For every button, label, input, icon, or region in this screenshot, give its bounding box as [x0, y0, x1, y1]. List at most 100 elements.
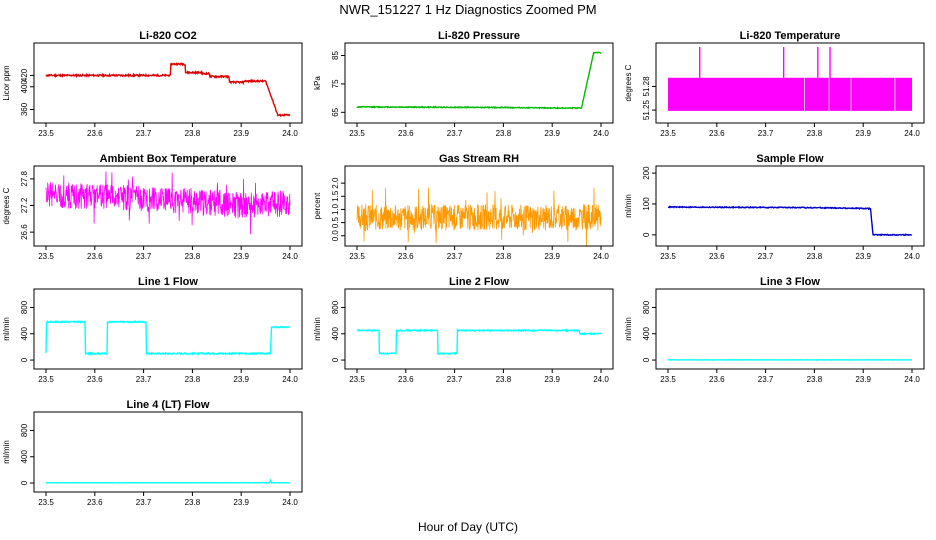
y-tick-label: 400 — [642, 327, 651, 341]
x-tick-label: 23.6 — [87, 129, 103, 138]
panel-title: Line 2 Flow — [449, 276, 509, 288]
y-axis-label: percent — [313, 192, 322, 219]
x-tick-label: 23.9 — [544, 375, 560, 384]
y-tick-label: 0 — [642, 232, 651, 237]
x-tick-label: 23.6 — [87, 252, 103, 261]
panel-9: Line 3 Flow 23.5 23.6 23.7 23.8 23.9 24.0 0 400 8… — [624, 276, 925, 384]
x-tick-label: 23.8 — [185, 129, 201, 138]
x-tick-label: 24.0 — [904, 252, 920, 261]
panel-title: Li-820 Temperature — [740, 30, 841, 42]
x-tick-label: 24.0 — [593, 129, 609, 138]
x-tick-label: 23.8 — [807, 252, 823, 261]
y-tick-label: 800 — [20, 423, 29, 437]
x-tick-label: 24.0 — [282, 375, 298, 384]
x-tick-label: 23.5 — [349, 252, 365, 261]
x-tick-label: 23.5 — [38, 375, 54, 384]
plot-frame — [655, 165, 925, 247]
y-tick-label: 400 — [20, 327, 29, 341]
y-tick-label: 400 — [20, 450, 29, 464]
y-tick-label: 100 — [642, 197, 651, 211]
y-axis-label: ml/min — [624, 317, 633, 341]
x-tick-label: 23.5 — [660, 252, 676, 261]
y-tick-label: 0.5 — [331, 216, 340, 228]
panel-10: Line 4 (LT) Flow 23.5 23.6 23.7 23.8 23.9 24.0… — [2, 399, 303, 507]
panel-6: Sample Flow 23.5 23.6 23.7 23.8 23.9 24.0 0 100 2… — [624, 153, 925, 261]
plot-frame — [655, 42, 925, 124]
y-axis-label: ml/min — [624, 194, 633, 218]
x-tick-label: 23.5 — [349, 375, 365, 384]
panel-5: Gas Stream RH 23.5 23.6 23.7 23.8 23.9 24.0 0.0… — [313, 153, 614, 261]
y-tick-label: 0 — [331, 357, 340, 362]
plot-frame — [344, 42, 614, 124]
y-tick-label: 420 — [20, 68, 29, 82]
x-tick-label: 24.0 — [904, 129, 920, 138]
y-tick-label: 1.5 — [331, 190, 340, 202]
x-tick-label: 23.8 — [496, 252, 512, 261]
y-tick-label: 0 — [20, 480, 29, 485]
panel-7: Line 1 Flow 23.5 23.6 23.7 23.8 23.9 24.0 0 400 8… — [2, 276, 303, 384]
x-tick-label: 23.9 — [233, 498, 249, 507]
x-tick-label: 24.0 — [593, 252, 609, 261]
y-tick-label: 85 — [331, 51, 340, 60]
x-tick-label: 24.0 — [282, 252, 298, 261]
y-tick-label: 51.25 — [642, 100, 651, 121]
y-tick-label: 0 — [642, 357, 651, 362]
plot-frame — [33, 288, 303, 370]
y-tick-label: 200 — [642, 166, 651, 180]
plot-frame — [33, 42, 303, 124]
x-tick-label: 23.8 — [185, 252, 201, 261]
panel-title: Line 1 Flow — [138, 276, 198, 288]
x-tick-label: 23.9 — [233, 375, 249, 384]
x-tick-label: 23.5 — [660, 375, 676, 384]
y-axis-label: degrees C — [624, 64, 633, 101]
y-axis-label: degrees C — [2, 187, 11, 224]
series-line — [45, 61, 291, 117]
x-tick-label: 23.6 — [709, 252, 725, 261]
x-tick-label: 23.9 — [855, 375, 871, 384]
x-tick-label: 23.6 — [398, 252, 414, 261]
x-tick-label: 23.7 — [758, 375, 774, 384]
x-tick-label: 23.6 — [398, 129, 414, 138]
y-tick-label: 27.8 — [20, 171, 29, 187]
plot-frame — [33, 411, 303, 493]
series-band — [668, 77, 912, 111]
y-tick-label: 800 — [20, 300, 29, 314]
x-tick-label: 23.8 — [807, 375, 823, 384]
panels: Li-820 CO2 23.5 23.6 23.7 23.8 23.9 24.0 360 400… — [2, 30, 925, 507]
y-axis-label: ml/min — [313, 317, 322, 341]
x-tick-label: 24.0 — [904, 375, 920, 384]
x-tick-label: 23.5 — [349, 129, 365, 138]
y-axis-label: ml/min — [2, 440, 11, 464]
y-tick-label: 360 — [20, 102, 29, 116]
x-tick-label: 23.7 — [447, 375, 463, 384]
y-tick-label: 0 — [20, 357, 29, 362]
y-axis-label: Licor ppm — [2, 65, 11, 100]
x-tick-label: 23.7 — [136, 498, 152, 507]
x-tick-label: 23.5 — [38, 252, 54, 261]
x-tick-label: 23.7 — [447, 129, 463, 138]
series-line — [45, 171, 291, 235]
x-tick-label: 23.7 — [447, 252, 463, 261]
x-tick-label: 23.5 — [660, 129, 676, 138]
series-line — [667, 205, 913, 237]
plot-frame — [344, 288, 614, 370]
x-tick-label: 24.0 — [282, 129, 298, 138]
x-tick-label: 23.7 — [136, 129, 152, 138]
panel-8: Line 2 Flow 23.5 23.6 23.7 23.8 23.9 24.0 0 400 8… — [313, 276, 614, 384]
panel-title: Li-820 CO2 — [139, 30, 196, 42]
x-tick-label: 23.6 — [709, 129, 725, 138]
x-tick-label: 23.8 — [496, 129, 512, 138]
y-axis-label: ml/min — [2, 317, 11, 341]
y-tick-label: 75 — [331, 79, 340, 88]
x-tick-label: 23.9 — [233, 252, 249, 261]
y-axis-label: kPa — [313, 76, 322, 90]
x-tick-label: 24.0 — [282, 498, 298, 507]
y-tick-label: 26.6 — [20, 224, 29, 240]
x-tick-label: 23.7 — [136, 252, 152, 261]
x-tick-label: 23.9 — [855, 129, 871, 138]
main-title: NWR_151227 1 Hz Diagnostics Zoomed PM — [339, 2, 596, 17]
panel-title: Sample Flow — [756, 153, 824, 165]
x-tick-label: 23.8 — [185, 375, 201, 384]
series-line — [356, 327, 601, 356]
